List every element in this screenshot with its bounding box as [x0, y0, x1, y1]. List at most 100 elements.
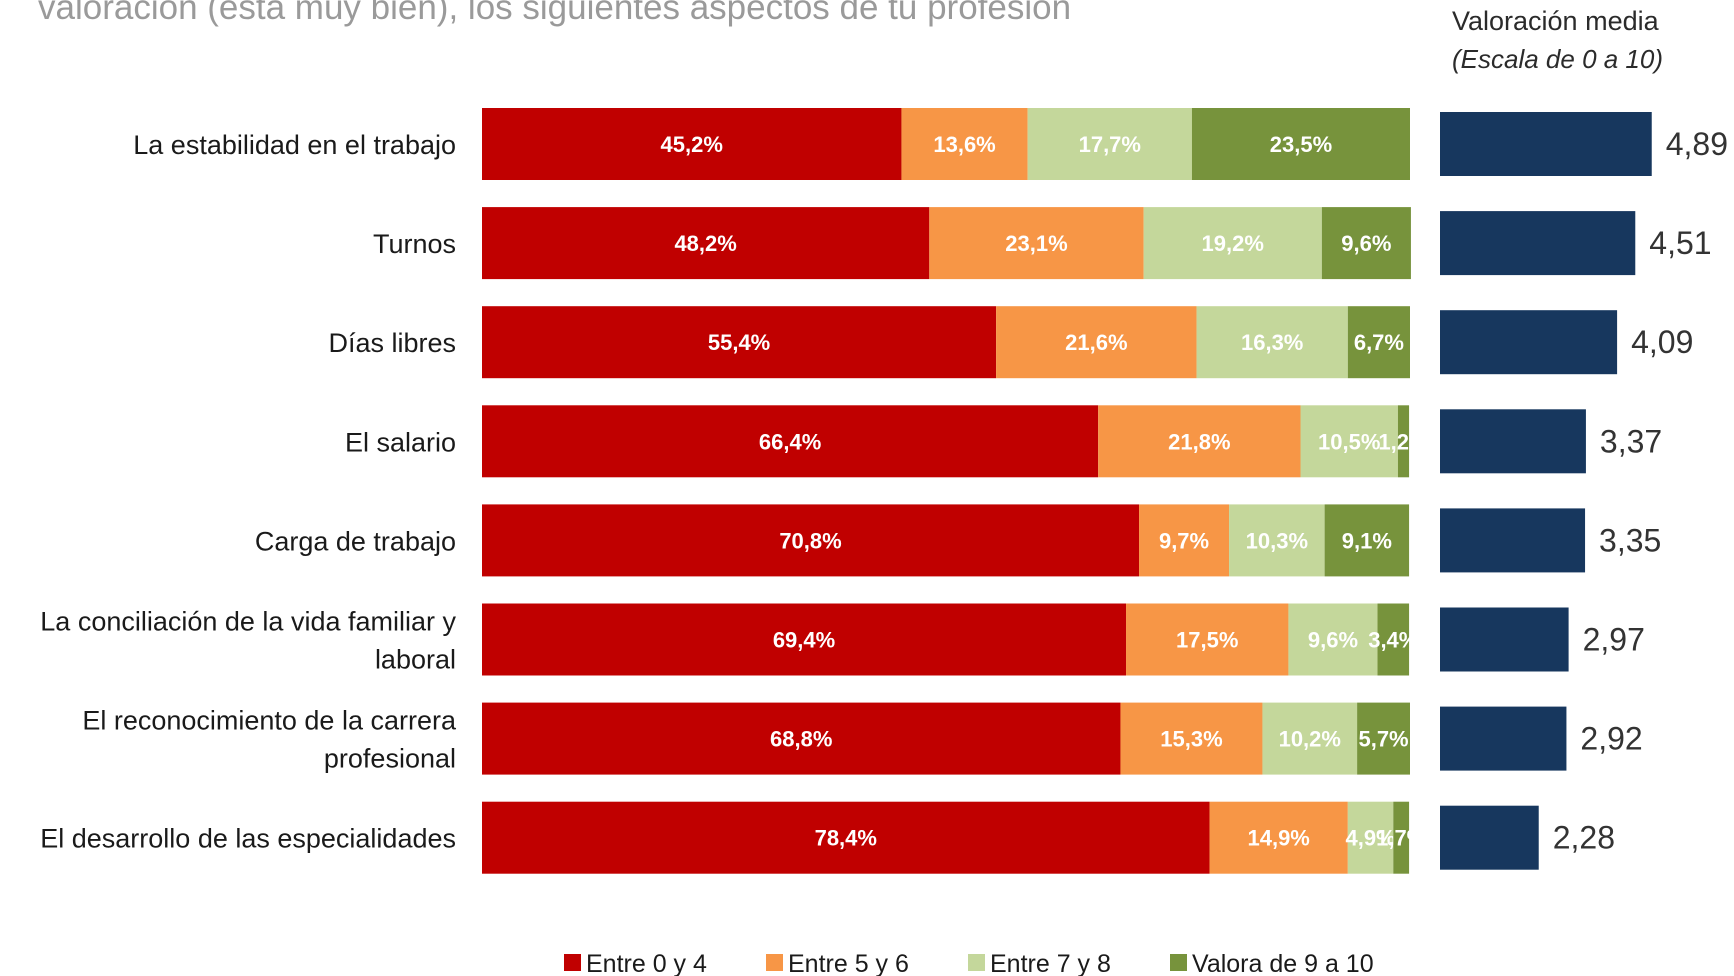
- mean-value-label: 4,89: [1666, 126, 1728, 162]
- bar-segment: [901, 108, 1028, 180]
- bar-segment: [1191, 108, 1410, 180]
- bar-segment: [1229, 504, 1325, 577]
- data-label: 1,2%: [1378, 429, 1428, 454]
- mean-value-label: 3,37: [1600, 423, 1662, 459]
- data-label: 17,7%: [1079, 132, 1141, 157]
- bar-segment: [482, 108, 902, 180]
- bar-segment: [1027, 108, 1192, 180]
- data-label: 23,5%: [1270, 132, 1332, 157]
- category-label: laboral: [375, 645, 456, 675]
- mean-bar: [1440, 409, 1586, 474]
- legend-swatch: [968, 954, 985, 971]
- category-label: profesional: [324, 744, 456, 774]
- bar-segment: [482, 702, 1121, 775]
- data-label: 10,3%: [1246, 528, 1308, 553]
- category-label: Carga de trabajo: [255, 526, 456, 556]
- data-label: 21,6%: [1065, 330, 1127, 355]
- bar-segment: [996, 306, 1197, 379]
- legend-label: Entre 5 y 6: [788, 950, 909, 976]
- bar-segment: [929, 207, 1144, 280]
- data-label: 45,2%: [661, 132, 723, 157]
- mean-bar: [1440, 607, 1569, 672]
- mean-bar: [1440, 706, 1567, 771]
- data-label: 14,9%: [1247, 826, 1309, 851]
- bar-segment: [482, 504, 1140, 577]
- data-label: 9,6%: [1341, 231, 1391, 256]
- data-label: 69,4%: [773, 628, 835, 653]
- mean-bar: [1440, 211, 1636, 276]
- bar-segment: [1347, 801, 1394, 874]
- mean-bar: [1440, 508, 1586, 573]
- category-label: El desarrollo de las especialidades: [40, 824, 456, 854]
- mean-value-label: 4,09: [1631, 324, 1693, 360]
- bar-segment: [1120, 702, 1263, 775]
- data-label: 48,2%: [674, 231, 736, 256]
- bar-segment: [482, 603, 1127, 676]
- data-label: 19,2%: [1202, 231, 1264, 256]
- bar-segment: [1321, 207, 1411, 280]
- data-label: 55,4%: [708, 330, 770, 355]
- category-label: El reconocimiento de la carrera: [82, 706, 457, 736]
- bar-segment: [1139, 504, 1230, 577]
- bar-segment: [1098, 405, 1301, 478]
- bar-segment: [1347, 306, 1410, 379]
- data-label: 70,8%: [779, 528, 841, 553]
- data-label: 78,4%: [815, 826, 877, 851]
- mean-value-label: 4,51: [1649, 225, 1711, 261]
- bar-segment: [1143, 207, 1322, 280]
- data-label: 6,7%: [1354, 330, 1404, 355]
- bar-segment: [482, 306, 997, 379]
- mean-value-label: 2,92: [1580, 721, 1642, 757]
- mean-bar: [1440, 310, 1618, 375]
- data-label: 13,6%: [933, 132, 995, 157]
- bar-segment: [1209, 801, 1348, 874]
- legend-label: Entre 7 y 8: [990, 950, 1111, 976]
- bar-segment: [1126, 603, 1289, 676]
- bar-segment: [1262, 702, 1358, 775]
- bar-segment: [1393, 801, 1410, 874]
- category-label: Días libres: [328, 328, 456, 358]
- bar-segment: [1196, 306, 1348, 379]
- legend-swatch: [564, 954, 581, 971]
- mean-value-label: 2,97: [1583, 622, 1645, 658]
- legend-swatch: [1170, 954, 1187, 971]
- category-label: La conciliación de la vida familiar y: [40, 607, 456, 637]
- mean-bar: [1440, 805, 1539, 870]
- bar-segment: [482, 801, 1210, 874]
- category-label: La estabilidad en el trabajo: [133, 130, 456, 160]
- bar-segment: [1397, 405, 1410, 478]
- chart-title: valoración (está muy bien), los siguient…: [38, 0, 1072, 27]
- data-label: 10,2%: [1279, 727, 1341, 752]
- data-label: 23,1%: [1005, 231, 1067, 256]
- legend-label: Entre 0 y 4: [586, 950, 707, 976]
- bar-segment: [1288, 603, 1378, 676]
- data-label: 21,8%: [1168, 429, 1230, 454]
- bar-segment: [482, 405, 1099, 478]
- data-label: 17,5%: [1176, 628, 1238, 653]
- mean-value-label: 2,28: [1553, 820, 1615, 856]
- mean-panel-title: Valoración media: [1452, 6, 1659, 36]
- data-label: 16,3%: [1241, 330, 1303, 355]
- bar-segment: [1377, 603, 1410, 676]
- data-label: 9,7%: [1159, 528, 1209, 553]
- data-label: 9,1%: [1342, 528, 1392, 553]
- data-label: 1,7%: [1376, 826, 1426, 851]
- mean-panel-subtitle: (Escala de 0 a 10): [1452, 44, 1664, 74]
- category-label: El salario: [345, 427, 456, 457]
- category-label: Turnos: [373, 229, 456, 259]
- data-label: 66,4%: [759, 429, 821, 454]
- mean-value-label: 3,35: [1599, 522, 1661, 558]
- mean-bar: [1440, 112, 1652, 176]
- legend-label: Valora de 9 a 10: [1192, 950, 1374, 976]
- bar-segment: [1300, 405, 1398, 478]
- data-label: 4,9%: [1345, 826, 1395, 851]
- data-label: 10,5%: [1318, 429, 1380, 454]
- data-label: 15,3%: [1160, 727, 1222, 752]
- bar-segment: [1357, 702, 1410, 775]
- data-label: 5,7%: [1358, 727, 1408, 752]
- data-label: 68,8%: [770, 727, 832, 752]
- data-label: 9,6%: [1308, 628, 1358, 653]
- bar-segment: [1324, 504, 1410, 577]
